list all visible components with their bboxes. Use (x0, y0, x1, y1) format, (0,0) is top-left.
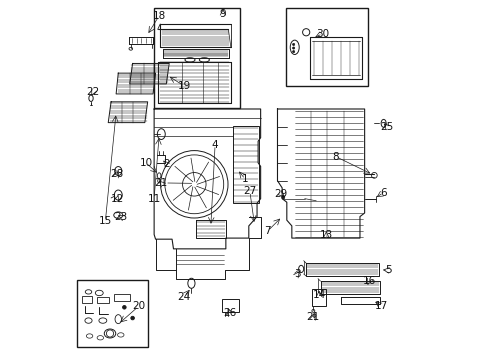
Text: 28: 28 (110, 168, 123, 179)
Text: 18: 18 (152, 11, 165, 21)
Text: 13: 13 (319, 230, 332, 239)
Text: 24: 24 (177, 292, 190, 302)
Text: 9: 9 (219, 9, 226, 19)
Bar (97, 297, 109, 303)
Circle shape (131, 316, 134, 320)
Text: 26: 26 (223, 309, 236, 318)
Text: 25: 25 (380, 122, 393, 132)
Text: 16: 16 (362, 276, 375, 286)
Text: 19: 19 (177, 81, 190, 91)
Text: 6: 6 (380, 188, 386, 198)
Text: 15: 15 (99, 216, 112, 226)
Text: 21: 21 (306, 312, 319, 322)
Bar (311, 289, 325, 306)
Text: 20: 20 (132, 301, 145, 311)
Bar (285, 8, 367, 86)
Bar (233, 126, 258, 203)
Bar (113, 294, 129, 301)
Text: 17: 17 (374, 301, 387, 311)
Circle shape (292, 43, 294, 45)
Text: 11: 11 (147, 194, 161, 204)
Circle shape (292, 47, 294, 49)
Circle shape (122, 306, 126, 309)
Text: 29: 29 (274, 189, 287, 199)
Text: 2: 2 (163, 159, 169, 169)
Ellipse shape (281, 195, 284, 199)
Circle shape (292, 50, 294, 53)
Text: 30: 30 (315, 29, 328, 39)
Bar (77, 280, 148, 347)
Text: 22: 22 (86, 87, 100, 97)
Bar (82, 296, 92, 303)
Text: 12: 12 (110, 194, 123, 204)
Text: 4: 4 (211, 140, 218, 150)
Text: 27: 27 (243, 186, 256, 197)
Text: 21: 21 (154, 178, 167, 188)
Text: 14: 14 (312, 291, 325, 301)
Text: 23: 23 (114, 212, 127, 221)
Text: 7: 7 (264, 226, 270, 236)
Text: 8: 8 (332, 152, 339, 162)
Text: 3: 3 (294, 269, 300, 279)
Text: 10: 10 (139, 158, 152, 168)
Text: 1: 1 (242, 174, 248, 184)
Text: 5: 5 (385, 265, 391, 275)
Bar (222, 300, 239, 312)
Bar (154, 8, 240, 108)
